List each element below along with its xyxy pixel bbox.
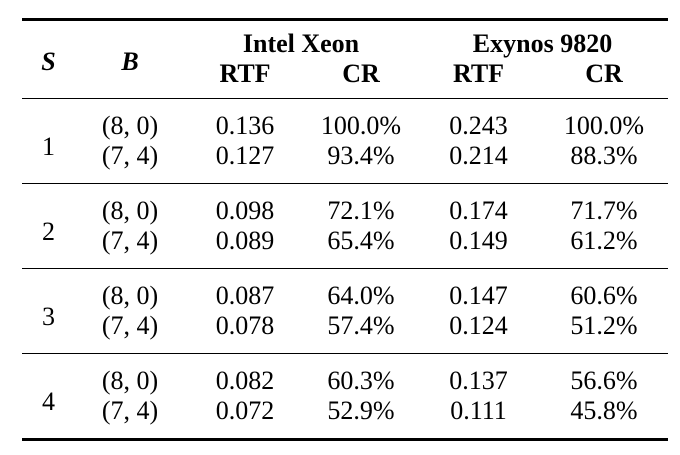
header-s: S [41, 46, 56, 76]
b-value: (8, 0) [101, 196, 159, 225]
intel-cr-value: 65.4% [327, 226, 395, 255]
metric-header-row: RTF CR RTF CR [22, 59, 668, 99]
exynos-cr-value: 71.7% [570, 196, 638, 225]
intel-cr-value: 60.3% [327, 366, 395, 395]
header-b: B [121, 46, 139, 76]
exynos-cr-value: 100.0% [563, 111, 645, 140]
b-value: (7, 4) [101, 396, 159, 425]
exynos-rtf-value: 0.137 [449, 366, 508, 395]
group-s1: 1 (8, 0) 0.136 100.0% 0.243 100.0% (7, 4… [22, 99, 669, 184]
intel-cr-value: 93.4% [327, 141, 395, 170]
exynos-cr-value: 56.6% [570, 366, 638, 395]
b-value: (7, 4) [101, 141, 159, 170]
intel-rtf-value: 0.098 [215, 196, 275, 225]
device-header-row: S B Intel Xeon Exynos 9820 [22, 20, 668, 76]
intel-rtf-value: 0.078 [215, 311, 275, 340]
exynos-rtf-value: 0.174 [449, 196, 508, 225]
exynos-rtf-value: 0.149 [449, 226, 508, 255]
s-value: 2 [42, 217, 55, 246]
intel-rtf-value: 0.087 [215, 281, 275, 310]
exynos-rtf-value: 0.214 [449, 141, 508, 170]
exynos-cr-value: 51.2% [570, 311, 638, 340]
group-s4: 4 (8, 0) 0.082 60.3% 0.137 56.6% (7, 4) … [22, 354, 668, 440]
exynos-rtf-value: 0.243 [449, 111, 508, 140]
intel-cr-value: 57.4% [327, 311, 395, 340]
intel-cr-value: 64.0% [327, 281, 395, 310]
header-exynos-cr: CR [585, 59, 623, 88]
table-row: (7, 4) 0.078 57.4% 0.124 51.2% [22, 311, 668, 354]
header-intel-rtf: RTF [219, 59, 271, 88]
table-row: 3 (8, 0) 0.087 64.0% 0.147 60.6% [22, 269, 668, 331]
exynos-cr-value: 60.6% [570, 281, 638, 310]
header-exynos-9820: Exynos 9820 [472, 29, 613, 58]
table-header: S B Intel Xeon Exynos 9820 RTF CR RTF CR [22, 20, 669, 99]
header-intel-xeon: Intel Xeon [242, 29, 360, 58]
b-value: (8, 0) [101, 366, 159, 395]
intel-rtf-value: 0.072 [215, 396, 275, 425]
intel-cr-value: 72.1% [327, 196, 395, 225]
intel-rtf-value: 0.136 [215, 111, 275, 140]
exynos-rtf-value: 0.124 [449, 311, 508, 340]
s-value: 4 [42, 387, 55, 416]
results-table: S B Intel Xeon Exynos 9820 RTF CR RTF CR… [22, 18, 669, 441]
table-row: 2 (8, 0) 0.098 72.1% 0.174 71.7% [22, 184, 668, 246]
table-row: (7, 4) 0.072 52.9% 0.111 45.8% [22, 396, 668, 440]
exynos-cr-value: 61.2% [570, 226, 638, 255]
table-row: 1 (8, 0) 0.136 100.0% 0.243 100.0% [22, 99, 668, 161]
intel-cr-value: 52.9% [327, 396, 395, 425]
s-value: 3 [42, 302, 55, 331]
exynos-rtf-value: 0.147 [449, 281, 508, 310]
intel-rtf-value: 0.082 [215, 366, 275, 395]
b-value: (7, 4) [101, 311, 159, 340]
results-table-container: S B Intel Xeon Exynos 9820 RTF CR RTF CR… [22, 18, 669, 441]
header-intel-cr: CR [342, 59, 380, 88]
b-value: (7, 4) [101, 226, 159, 255]
intel-rtf-value: 0.127 [215, 141, 275, 170]
table-row: (7, 4) 0.127 93.4% 0.214 88.3% [22, 141, 668, 184]
intel-cr-value: 100.0% [320, 111, 402, 140]
table-row: 4 (8, 0) 0.082 60.3% 0.137 56.6% [22, 354, 668, 416]
exynos-cr-value: 88.3% [570, 141, 638, 170]
intel-rtf-value: 0.089 [215, 226, 275, 255]
b-value: (8, 0) [101, 281, 159, 310]
header-exynos-rtf: RTF [452, 59, 505, 88]
b-value: (8, 0) [101, 111, 159, 140]
table-row: (7, 4) 0.089 65.4% 0.149 61.2% [22, 226, 668, 269]
exynos-cr-value: 45.8% [570, 396, 638, 425]
exynos-rtf-value: 0.111 [450, 396, 507, 425]
group-s3: 3 (8, 0) 0.087 64.0% 0.147 60.6% (7, 4) … [22, 269, 669, 354]
s-value: 1 [42, 132, 55, 161]
group-s2: 2 (8, 0) 0.098 72.1% 0.174 71.7% (7, 4) … [22, 184, 669, 269]
